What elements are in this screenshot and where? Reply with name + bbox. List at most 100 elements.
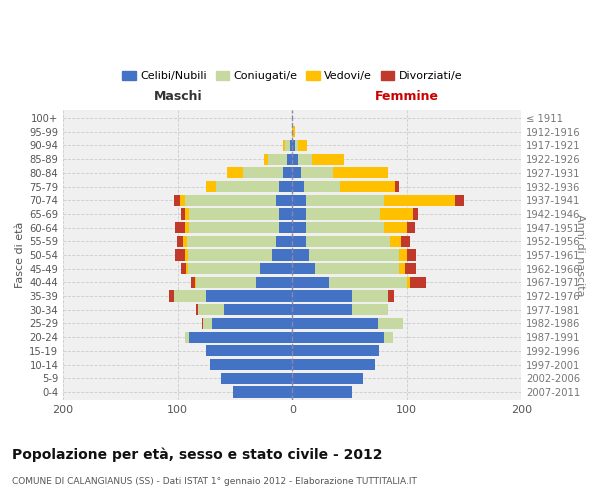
Bar	[301, 168, 334, 178]
Bar	[189, 332, 292, 343]
Legend: Celibi/Nubili, Coniugati/e, Vedovi/e, Divorziati/e: Celibi/Nubili, Coniugati/e, Vedovi/e, Di…	[118, 66, 467, 86]
Text: COMUNE DI CALANGIANUS (SS) - Dati ISTAT 1° gennaio 2012 - Elaborazione TUTTITALI: COMUNE DI CALANGIANUS (SS) - Dati ISTAT …	[12, 478, 417, 486]
Bar	[312, 154, 344, 165]
Bar	[340, 181, 395, 192]
Bar	[292, 194, 306, 206]
Bar	[292, 154, 298, 165]
Bar	[283, 140, 286, 151]
Bar	[352, 290, 388, 302]
Bar	[292, 304, 352, 316]
Bar	[276, 236, 292, 247]
Bar	[169, 290, 174, 302]
Bar	[304, 181, 340, 192]
Bar	[278, 222, 292, 233]
Bar	[384, 332, 393, 343]
Bar	[174, 290, 206, 302]
Bar	[195, 277, 196, 288]
Bar	[187, 236, 276, 247]
Bar	[215, 181, 278, 192]
Bar	[292, 345, 379, 356]
Bar	[384, 222, 407, 233]
Bar	[184, 236, 187, 247]
Bar	[196, 304, 199, 316]
Bar	[185, 332, 189, 343]
Bar	[180, 194, 185, 206]
Bar	[278, 181, 292, 192]
Bar	[292, 236, 306, 247]
Bar	[287, 154, 292, 165]
Bar	[292, 208, 306, 220]
Bar	[221, 372, 292, 384]
Bar	[352, 304, 388, 316]
Bar	[185, 208, 189, 220]
Bar	[292, 332, 384, 343]
Bar	[181, 208, 185, 220]
Bar	[407, 277, 410, 288]
Bar	[295, 140, 298, 151]
Bar	[202, 318, 203, 329]
Bar	[389, 236, 401, 247]
Y-axis label: Fasce di età: Fasce di età	[15, 222, 25, 288]
Bar	[199, 304, 224, 316]
Bar	[292, 222, 306, 233]
Bar	[410, 277, 426, 288]
Bar	[378, 318, 403, 329]
Bar	[268, 154, 287, 165]
Bar	[260, 263, 292, 274]
Bar	[399, 250, 407, 260]
Bar	[212, 318, 292, 329]
Bar	[401, 236, 410, 247]
Bar	[186, 263, 188, 274]
Text: Popolazione per età, sesso e stato civile - 2012: Popolazione per età, sesso e stato civil…	[12, 448, 383, 462]
Bar	[290, 140, 292, 151]
Bar	[224, 304, 292, 316]
Bar	[292, 372, 363, 384]
Bar	[263, 154, 268, 165]
Text: Maschi: Maschi	[154, 90, 202, 103]
Bar	[174, 194, 180, 206]
Bar	[380, 208, 413, 220]
Bar	[283, 168, 292, 178]
Text: Femmine: Femmine	[375, 90, 439, 103]
Bar	[175, 250, 185, 260]
Bar	[315, 263, 399, 274]
Bar	[310, 250, 399, 260]
Bar	[292, 318, 378, 329]
Bar	[455, 194, 464, 206]
Bar	[210, 359, 292, 370]
Bar	[176, 236, 184, 247]
Bar	[185, 222, 189, 233]
Bar	[306, 194, 384, 206]
Bar	[188, 263, 260, 274]
Bar	[286, 140, 290, 151]
Bar	[404, 263, 416, 274]
Bar	[306, 222, 384, 233]
Bar	[388, 290, 394, 302]
Bar	[185, 194, 276, 206]
Bar	[206, 345, 292, 356]
Bar	[189, 222, 278, 233]
Bar	[206, 181, 215, 192]
Bar	[243, 168, 283, 178]
Bar	[175, 222, 185, 233]
Bar	[276, 194, 292, 206]
Bar	[189, 208, 278, 220]
Bar	[292, 386, 352, 398]
Bar	[196, 277, 256, 288]
Bar	[384, 194, 455, 206]
Bar	[292, 250, 310, 260]
Bar	[292, 126, 295, 138]
Bar	[203, 318, 212, 329]
Bar	[206, 290, 292, 302]
Bar	[292, 140, 295, 151]
Bar	[227, 168, 243, 178]
Bar	[292, 181, 304, 192]
Bar	[292, 290, 352, 302]
Bar	[233, 386, 292, 398]
Bar	[298, 140, 307, 151]
Bar	[272, 250, 292, 260]
Bar	[413, 208, 418, 220]
Bar	[399, 263, 404, 274]
Bar	[298, 154, 312, 165]
Bar	[395, 181, 399, 192]
